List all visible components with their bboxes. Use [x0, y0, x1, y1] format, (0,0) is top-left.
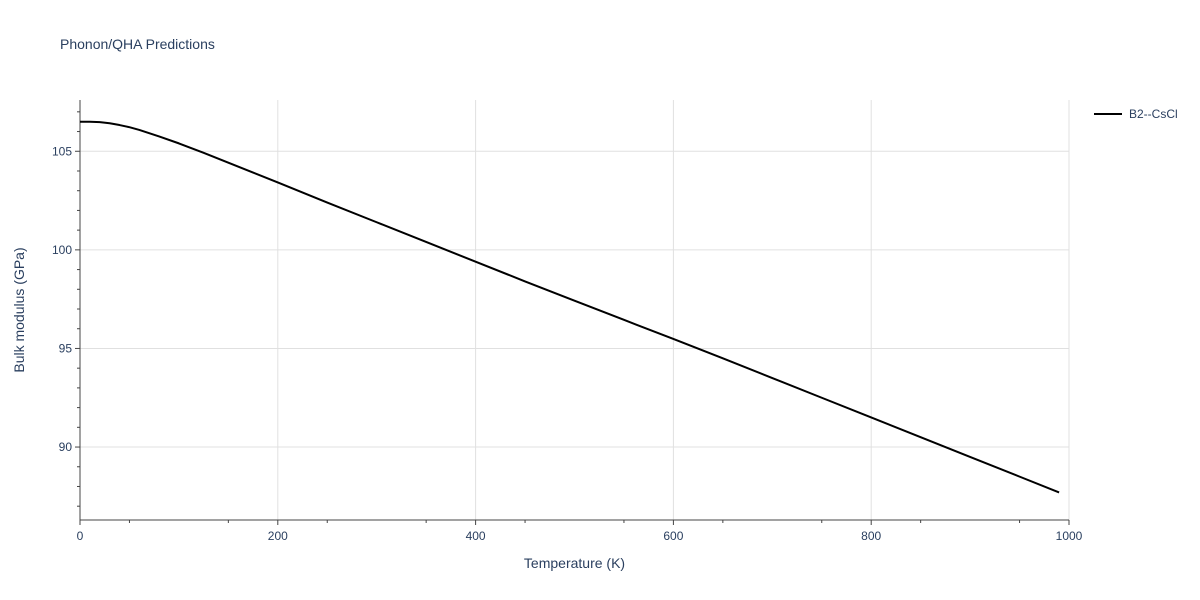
x-tick-label: 800 — [861, 529, 881, 543]
y-axis-title: Bulk modulus (GPa) — [11, 247, 27, 372]
legend-layer: B2--CsCl — [1094, 107, 1178, 121]
x-tick-label: 1000 — [1056, 529, 1083, 543]
series-line — [80, 120, 1060, 494]
chart-title: Phonon/QHA Predictions — [60, 36, 215, 52]
x-tick-label: 600 — [663, 529, 683, 543]
y-tick-label: 95 — [59, 341, 73, 355]
y-tick-label: 100 — [52, 243, 72, 257]
grid-layer — [80, 100, 1070, 520]
legend-label: B2--CsCl — [1129, 107, 1178, 121]
x-tick-label: 0 — [77, 529, 84, 543]
y-tick-label: 105 — [52, 144, 72, 158]
series-layer — [80, 120, 1060, 494]
x-tick-label: 400 — [466, 529, 486, 543]
y-tick-label: 90 — [59, 440, 73, 454]
axis-layer: 0 200 400 600 800 1000 90 95 100 105 — [52, 100, 1083, 543]
x-axis-title: Temperature (K) — [524, 555, 625, 571]
x-tick-label: 200 — [268, 529, 288, 543]
